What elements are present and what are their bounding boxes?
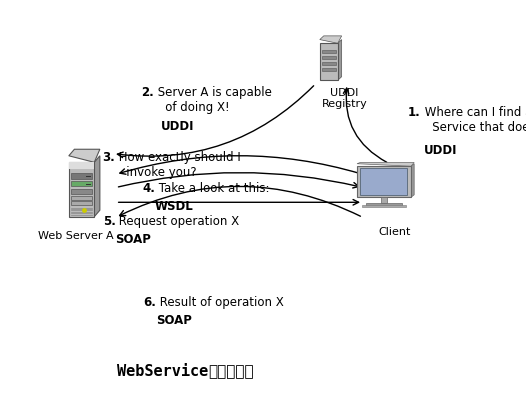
Bar xyxy=(71,181,92,186)
Text: Where can I find a Web
   Service that does X?: Where can I find a Web Service that does… xyxy=(421,106,526,134)
Text: 步骤流程图: 步骤流程图 xyxy=(208,364,254,379)
Text: WebService: WebService xyxy=(117,364,208,379)
Text: Client: Client xyxy=(378,227,411,237)
Text: 3.: 3. xyxy=(103,151,115,164)
Text: SOAP: SOAP xyxy=(115,233,151,246)
Bar xyxy=(360,168,408,195)
Text: 4.: 4. xyxy=(142,182,155,195)
Polygon shape xyxy=(69,149,100,162)
Bar xyxy=(320,43,338,81)
Polygon shape xyxy=(381,197,387,203)
Text: UDDI
Registry: UDDI Registry xyxy=(322,88,367,109)
Text: 5.: 5. xyxy=(103,215,115,228)
Text: Result of operation X: Result of operation X xyxy=(156,296,284,309)
Text: How exactly should I
   invoke you?: How exactly should I invoke you? xyxy=(115,151,241,179)
Bar xyxy=(321,62,336,65)
Text: Web Server A: Web Server A xyxy=(38,231,114,241)
Text: UDDI: UDDI xyxy=(424,144,458,157)
Text: 2.: 2. xyxy=(141,86,154,99)
Polygon shape xyxy=(338,40,342,81)
Text: Server A is capable
   of doing X!: Server A is capable of doing X! xyxy=(154,86,271,114)
Text: SOAP: SOAP xyxy=(156,314,191,327)
Polygon shape xyxy=(320,36,342,43)
Bar xyxy=(69,162,94,217)
Text: WSDL: WSDL xyxy=(155,200,194,213)
Bar xyxy=(69,162,94,169)
Bar xyxy=(71,201,92,205)
Polygon shape xyxy=(411,164,414,197)
Polygon shape xyxy=(357,162,414,166)
Polygon shape xyxy=(362,205,406,207)
Bar xyxy=(71,196,92,200)
Bar xyxy=(321,68,336,71)
Polygon shape xyxy=(94,156,100,217)
Text: UDDI: UDDI xyxy=(160,120,194,133)
Bar xyxy=(321,50,336,53)
Text: Take a look at this:: Take a look at this: xyxy=(155,182,269,195)
Text: 6.: 6. xyxy=(143,296,156,309)
Bar xyxy=(71,189,92,194)
Bar xyxy=(357,166,411,197)
Text: 1.: 1. xyxy=(408,106,421,119)
Polygon shape xyxy=(367,203,401,206)
Bar xyxy=(71,173,92,179)
Bar xyxy=(321,56,336,59)
Text: Request operation X: Request operation X xyxy=(115,215,239,228)
